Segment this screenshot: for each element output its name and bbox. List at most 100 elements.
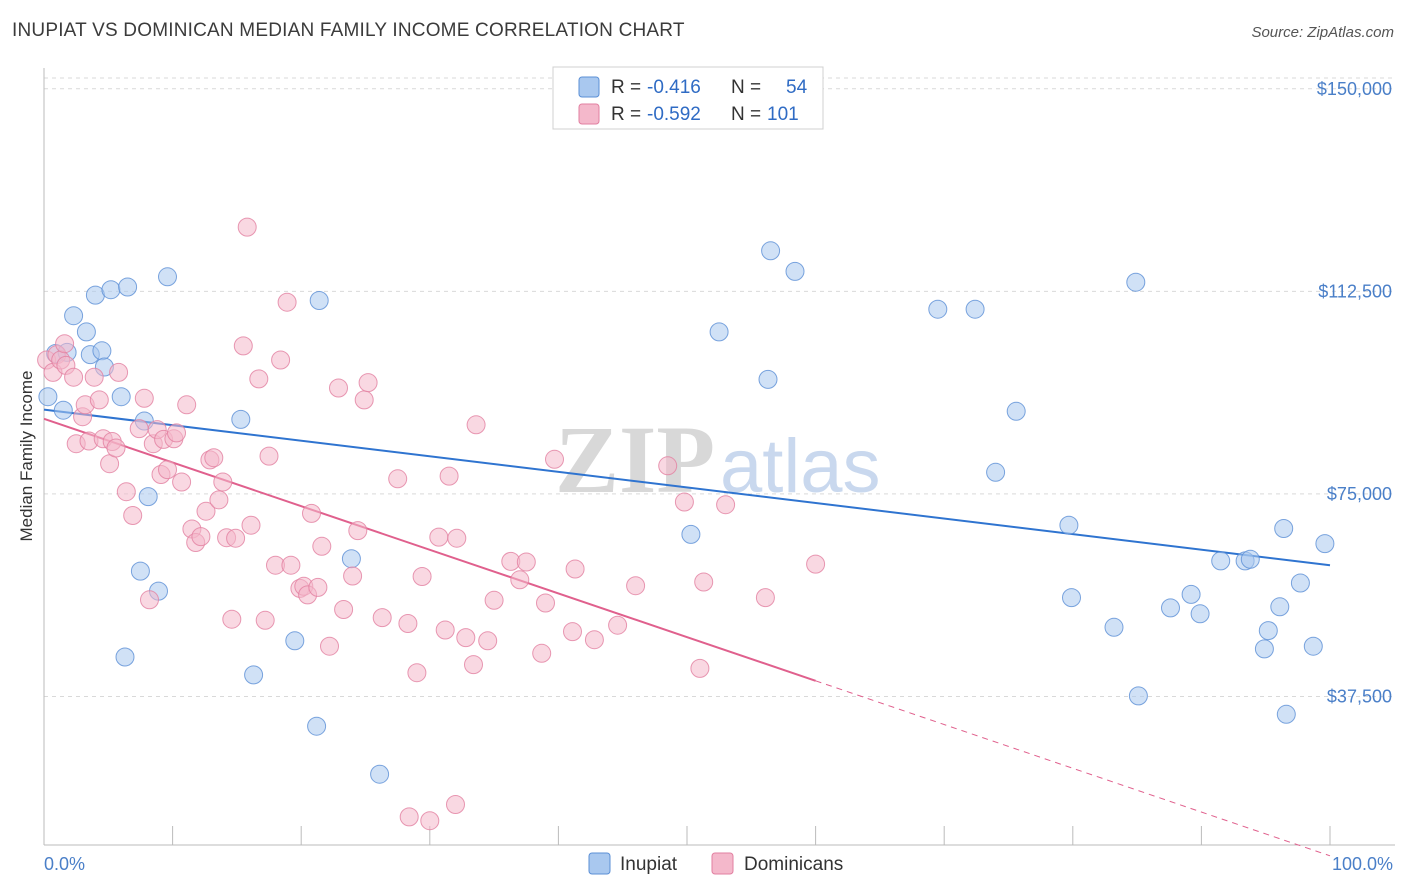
inupiat-point <box>761 241 781 261</box>
legend-r-value-2: -0.592 <box>647 104 701 125</box>
dominican-point <box>412 567 432 586</box>
y-axis-label: Median Family Income <box>17 370 36 541</box>
legend-r-value-1: -0.416 <box>647 77 701 98</box>
inupiat-point <box>92 341 112 361</box>
inupiat-point <box>758 369 778 389</box>
dominican-point <box>674 492 694 512</box>
inupiat-point <box>370 764 390 784</box>
series-swatch-dominicans <box>711 852 734 875</box>
dominican-point <box>140 590 159 610</box>
y-tick-label: $37,500 <box>1327 686 1392 706</box>
dominican-point <box>343 566 363 586</box>
dominican-point <box>456 628 476 648</box>
inupiat-point <box>681 524 701 544</box>
legend-r-label-1: R = <box>611 77 641 98</box>
inupiat-point <box>118 277 138 297</box>
dominican-point <box>626 576 646 596</box>
dominican-point <box>191 527 211 547</box>
dominican-point <box>429 527 449 547</box>
inupiat-point <box>709 322 729 342</box>
dominican-point <box>716 495 736 515</box>
dominican-point <box>172 472 192 492</box>
dominican-point <box>204 448 224 468</box>
legend-r-label-2: R = <box>611 104 641 125</box>
inupiat-point <box>986 462 1006 482</box>
dominican-point <box>420 811 440 831</box>
x-tick-label-min: 0.0% <box>44 854 85 874</box>
dominican-point <box>281 555 301 575</box>
inupiat-point <box>38 387 58 407</box>
axes: $37,500 $75,000 $112,500 $150,000 0.0% 100.0% <box>43 68 1395 874</box>
inupiat-point <box>1104 617 1124 637</box>
dominican-point <box>196 501 216 521</box>
inupiat-point <box>1274 519 1294 538</box>
dominican-point <box>84 367 104 387</box>
inupiat-point <box>1161 598 1180 618</box>
inupiat-point <box>1276 704 1296 724</box>
dominican-point <box>658 456 678 476</box>
dominican-point <box>320 636 339 656</box>
dominican-point <box>478 631 498 651</box>
dominican-point <box>213 472 233 492</box>
dominican-trend-extension <box>815 680 1331 857</box>
dominican-point <box>372 608 392 628</box>
inupiat-point <box>1240 549 1260 569</box>
dominican-point <box>532 643 552 663</box>
dominican-point <box>694 572 714 592</box>
legend-n-label-2: N = <box>731 104 761 125</box>
inupiat-point <box>1211 551 1231 571</box>
dominican-point <box>466 415 486 435</box>
dominican-point <box>259 446 279 466</box>
series-legend: Inupiat Dominicans <box>588 852 843 875</box>
inupiat-point <box>928 299 948 319</box>
inupiat-point <box>1190 604 1210 624</box>
inupiat-point <box>1181 584 1201 604</box>
inupiat-point <box>138 487 158 507</box>
dominican-point <box>255 610 275 630</box>
inupiat-trend-line <box>43 408 1331 567</box>
inupiat-point <box>1126 272 1146 292</box>
dominican-point <box>584 630 604 650</box>
dominican-point <box>329 378 348 398</box>
dominican-point <box>89 390 109 410</box>
dominican-point <box>222 609 242 629</box>
inupiat-point <box>115 647 135 667</box>
correlation-legend: R = -0.416 N = 54 R = -0.592 N = 101 <box>552 66 824 130</box>
inupiat-point <box>1303 636 1323 656</box>
dominican-point <box>209 490 229 510</box>
series-swatch-inupiat <box>588 852 611 875</box>
dominican-point <box>446 795 465 814</box>
inupiat-point <box>130 561 150 581</box>
inupiat-point <box>158 267 177 287</box>
dominican-point <box>690 658 710 678</box>
inupiat-point <box>1062 588 1081 608</box>
dominican-point <box>545 449 564 469</box>
inupiat-point <box>53 400 73 420</box>
dominican-point <box>158 460 177 480</box>
dominican-point <box>510 570 530 590</box>
y-tick-label: $75,000 <box>1327 484 1392 504</box>
dominican-point <box>388 469 408 489</box>
dominican-point <box>64 367 84 387</box>
legend-swatch-dominicans <box>578 103 600 125</box>
dominican-point <box>608 615 628 635</box>
inupiat-point <box>1290 573 1310 593</box>
dominican-point <box>277 292 297 312</box>
inupiat-point <box>111 387 131 407</box>
dominican-point <box>271 350 291 370</box>
dominican-point <box>354 390 374 410</box>
chart-title: INUPIAT VS DOMINICAN MEDIAN FAMILY INCOM… <box>12 20 685 41</box>
dominican-point <box>806 554 826 574</box>
legend-n-value-2: 101 <box>767 104 799 125</box>
y-tick-label: $112,500 <box>1318 281 1392 301</box>
inupiat-point <box>1006 401 1026 421</box>
dominican-point <box>447 528 467 548</box>
inupiat-point <box>1315 534 1335 554</box>
series-label-dominicans: Dominicans <box>744 854 843 875</box>
dominican-point <box>177 395 197 415</box>
dominican-point <box>106 438 126 458</box>
dominican-point <box>55 334 75 354</box>
y-tick-label: $150,000 <box>1317 79 1392 99</box>
dominican-point <box>348 521 368 541</box>
